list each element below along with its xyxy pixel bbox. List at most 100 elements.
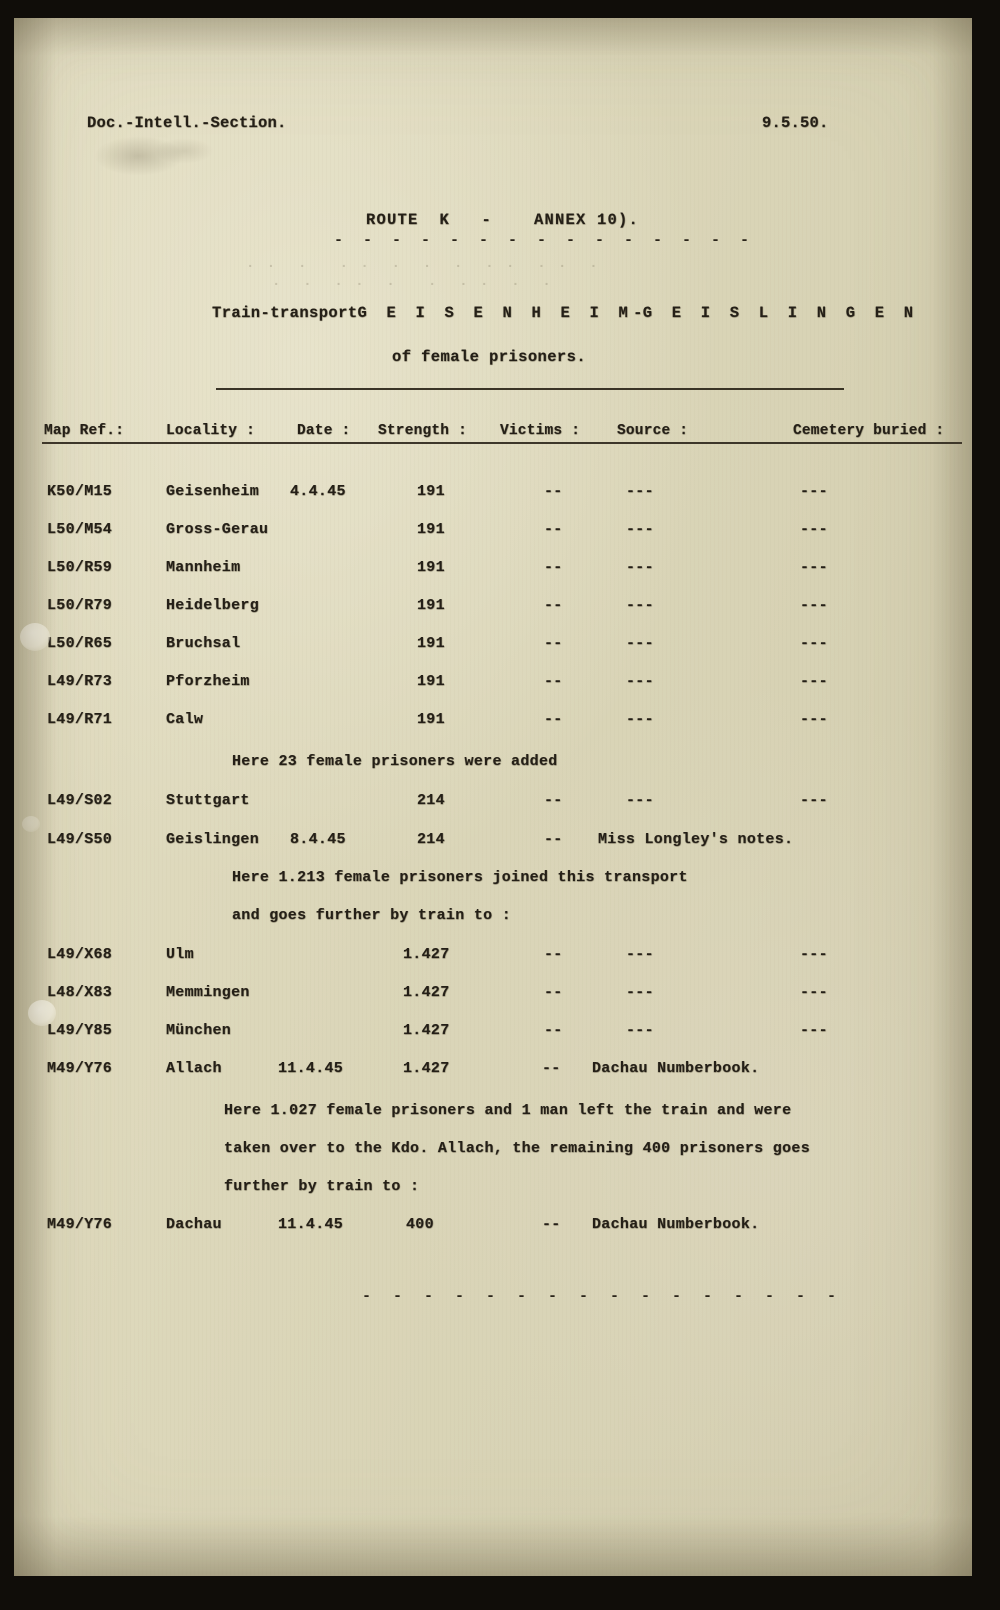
table-row: Gross-Gerau: [166, 521, 269, 538]
table-row: ---: [626, 597, 654, 614]
table-row: ---: [800, 521, 828, 538]
table-row: --: [542, 1060, 561, 1077]
table-row: ---: [626, 521, 654, 538]
table-row: ---: [800, 635, 828, 652]
table-row: München: [166, 1022, 232, 1039]
table-row: 1.427: [403, 946, 450, 963]
table-row: --: [544, 984, 563, 1001]
table-row: --: [544, 673, 563, 690]
department-label: Doc.-Intell.-Section.: [87, 114, 287, 132]
table-row: 1.427: [403, 1022, 450, 1039]
table-row: --: [544, 559, 563, 576]
table-row: K50/M15: [47, 483, 113, 500]
table-row: Stuttgart: [166, 792, 250, 809]
table-row: Miss Longley's notes.: [598, 831, 794, 848]
table-row: --: [544, 1022, 563, 1039]
table-row: ---: [626, 984, 654, 1001]
document-date: 9.5.50.: [762, 114, 829, 132]
table-row: ---: [800, 597, 828, 614]
title-horizontal-rule: [216, 388, 844, 391]
column-header-date: Date :: [297, 423, 351, 439]
table-row: ---: [800, 711, 828, 728]
table-row: 1.427: [403, 984, 450, 1001]
table-row: --: [544, 597, 563, 614]
table-row: Mannheim: [166, 559, 241, 576]
bottom-dashed-rule: - - - - - - - - - - - - - - - -: [362, 1288, 843, 1305]
table-row: Dachau Numberbook.: [592, 1060, 760, 1077]
table-row: ---: [800, 946, 828, 963]
table-row: 191: [417, 559, 445, 576]
title-dashed-rule: - - - - - - - - - - - - - - -: [334, 232, 755, 249]
table-row: 400: [406, 1216, 434, 1233]
table-row: --: [544, 711, 563, 728]
table-row: --: [542, 1216, 561, 1233]
table-row: --: [544, 792, 563, 809]
table-row: ---: [626, 792, 654, 809]
ghost-text: . . . . . . . . . .: [272, 274, 553, 290]
table-row: ---: [800, 483, 828, 500]
table-row: Bruchsal: [166, 635, 241, 652]
table-row: --: [544, 946, 563, 963]
table-row: 214: [417, 792, 445, 809]
table-row: Dachau: [166, 1216, 222, 1233]
table-row: L50/R79: [47, 597, 113, 614]
paper-smudge: [94, 136, 184, 176]
column-header-cemetery: Cemetery buried :: [793, 423, 945, 439]
table-row: L49/S02: [47, 792, 113, 809]
table-row: --: [544, 521, 563, 538]
table-row: Heidelberg: [166, 597, 260, 614]
transport-destination: G E I S L I N G E N: [642, 304, 919, 322]
table-row: ---: [800, 792, 828, 809]
table-row: 8.4.45: [290, 831, 346, 848]
table-row: 191: [417, 635, 445, 652]
table-row: ---: [626, 711, 654, 728]
transport-origin: G E I S E N H E I M: [357, 304, 634, 322]
table-row: Calw: [166, 711, 204, 728]
table-row: Geislingen: [166, 831, 260, 848]
column-header-map-ref: Map Ref.:: [44, 423, 125, 439]
transport-separator: -: [633, 304, 643, 322]
note-allach-line3: further by train to :: [224, 1178, 420, 1195]
table-row: ---: [800, 1022, 828, 1039]
table-row: 1.427: [403, 1060, 450, 1077]
column-header-source: Source :: [617, 423, 689, 439]
table-row: L49/S50: [47, 831, 113, 848]
note-allach-line2: taken over to the Kdo. Allach, the remai…: [224, 1140, 810, 1157]
table-row: L49/Y85: [47, 1022, 113, 1039]
table-row: Geisenheim: [166, 483, 260, 500]
column-header-victims: Victims :: [500, 423, 581, 439]
table-row: Allach: [166, 1060, 222, 1077]
table-row: 191: [417, 673, 445, 690]
table-row: --: [544, 831, 563, 848]
transport-label: Train-transport: [212, 304, 358, 322]
note-prisoners-joined-line1: Here 1.213 female prisoners joined this …: [232, 869, 688, 886]
table-row: Ulm: [166, 946, 194, 963]
ghost-text: . . . . . . . . . . . . .: [246, 256, 600, 272]
column-header-strength: Strength :: [378, 423, 468, 439]
table-row: ---: [626, 483, 654, 500]
table-row: 11.4.45: [278, 1216, 344, 1233]
note-prisoners-added: Here 23 female prisoners were added: [232, 753, 558, 770]
table-row: L49/X68: [47, 946, 113, 963]
table-row: Dachau Numberbook.: [592, 1216, 760, 1233]
transport-subtitle: of female prisoners.: [392, 348, 587, 366]
table-row: M49/Y76: [47, 1216, 113, 1233]
table-row: ---: [626, 635, 654, 652]
transport-heading: Train-transportG E I S E N H E I M-G E I…: [212, 304, 918, 322]
table-row: ---: [800, 673, 828, 690]
table-row: L50/R65: [47, 635, 113, 652]
table-row: ---: [626, 673, 654, 690]
table-row: L49/R73: [47, 673, 113, 690]
paper-smudge: [154, 138, 214, 164]
route-title: ROUTE K - ANNEX 10).: [366, 211, 640, 229]
table-row: Pforzheim: [166, 673, 250, 690]
table-row: Memmingen: [166, 984, 250, 1001]
table-row: 191: [417, 521, 445, 538]
table-row: --: [544, 635, 563, 652]
document-sheet: Doc.-Intell.-Section. 9.5.50. ROUTE K - …: [14, 18, 972, 1576]
table-row: ---: [800, 559, 828, 576]
table-row: M49/Y76: [47, 1060, 113, 1077]
table-row: 11.4.45: [278, 1060, 344, 1077]
table-row: L49/R71: [47, 711, 113, 728]
